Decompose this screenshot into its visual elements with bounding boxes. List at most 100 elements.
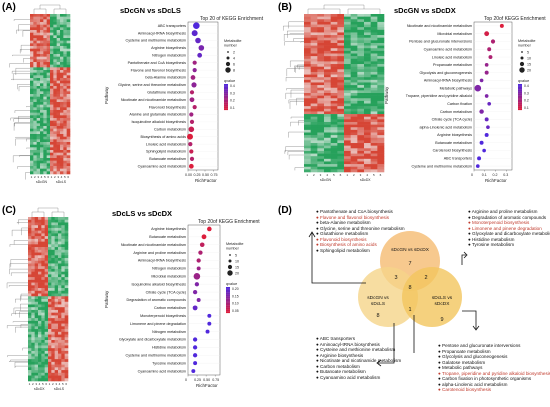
heatmap-cell [33,160,37,164]
heatmap-cell [43,32,47,36]
heatmap-cell [43,166,47,169]
heatmap-cell [324,137,331,141]
heatmap-cell [64,375,69,379]
heatmap-cell [344,169,351,173]
heatmap-cell [46,64,51,68]
heatmap-cell [46,86,51,89]
heatmap-cell [44,361,49,365]
heatmap-cell [34,378,39,382]
heatmap-cell [66,67,71,71]
heatmap-cell [337,42,345,46]
heatmap-cell [28,348,32,352]
heatmap-cell [30,43,34,47]
heatmap-cell [357,111,365,115]
heatmap-cell [36,163,41,167]
heatmap-cell [304,14,311,17]
heatmap-cell [350,87,358,91]
heatmap-cell [63,24,67,28]
pathway-label: Arginine and proline metabolism [133,251,186,255]
heatmap-cell [310,140,318,144]
heatmap-cell [46,112,51,116]
heatmap-cell [304,93,311,96]
heatmap-cell [357,90,365,94]
heatmap-cell [350,35,358,38]
heatmap-cell [310,19,318,23]
color-legend-bar [226,311,230,314]
heatmap-cell [53,147,57,151]
heatmap-cell [38,271,42,275]
heatmap-cell [63,104,67,108]
heatmap-cell [33,43,37,47]
heatmap-cell [61,353,65,357]
heatmap-cell [61,334,65,338]
heatmap-cell [370,148,378,152]
heatmap-cell [58,236,62,240]
data-point [189,112,194,117]
heatmap-cell [43,160,47,164]
heatmap-cell [60,46,64,49]
heatmap-cell [53,102,57,105]
data-point [475,164,480,168]
heatmap-cell [377,71,385,75]
heatmap-cell [53,112,57,116]
heatmap-cell [44,285,49,289]
heatmap-cell [48,312,52,316]
heatmap-cell [350,98,358,102]
heatmap-cell [36,14,41,17]
heatmap-cell [38,285,42,289]
heatmap-cell [28,252,32,256]
heatmap-cell [317,121,325,125]
column-index-label: 1 [29,382,31,386]
heatmap-cell [54,301,59,305]
heatmap-cell [337,106,345,110]
data-point [191,30,198,37]
color-legend-bar [226,302,230,304]
pathway-list-item: ● Aminoacyl-tRNA biosynthesis [316,341,380,347]
heatmap-cell [30,123,34,127]
heatmap-cell [41,307,45,311]
heatmap-cell [61,274,65,278]
heatmap-cell [50,48,54,52]
pathway-label: Flavone and flavonol biosynthesis [131,68,187,72]
heatmap-cell [337,116,345,120]
heatmap-cell [344,35,351,38]
heatmap-cell [357,106,365,110]
heatmap-cell [51,296,55,300]
heatmap-cell [44,318,49,322]
color-legend-bar [226,287,230,289]
heatmap-cell [43,75,47,79]
heatmap-cell [43,27,47,31]
heatmap-cell [364,19,371,23]
heatmap-cell [60,166,64,169]
heatmap-cell [41,227,45,231]
heatmap-cell [41,337,45,341]
heatmap-cell [60,131,64,135]
heatmap-cell [38,268,42,272]
heatmap-cell [54,266,59,270]
color-legend-title: qvalue [224,79,235,83]
heatmap-cell [50,160,54,164]
heatmap-cell [48,331,52,335]
color-legend-label: 0.20 [232,287,239,291]
heatmap-cell [31,334,35,338]
pathway-label: Cyanoamino acid metabolism [138,165,186,169]
heatmap-cell [40,131,44,135]
heatmap-cell [34,271,39,275]
heatmap-cell [377,14,385,17]
heatmap-cell [317,64,325,67]
heatmap-cell [56,99,61,103]
heatmap-cell [60,75,64,79]
heatmap-cell [350,50,358,54]
heatmap-cell [40,163,44,167]
heatmap-cell [34,282,39,286]
arrow-line [311,233,366,284]
heatmap-cell [58,378,62,382]
heatmap-cell [44,293,49,297]
heatmap-cell [64,227,69,231]
heatmap-cell [53,155,57,159]
heatmap-cell [64,255,69,259]
color-legend-bar [224,98,228,100]
heatmap-cell [330,32,338,36]
pathway-label: Pentose and glucuronate interversions [409,40,472,44]
